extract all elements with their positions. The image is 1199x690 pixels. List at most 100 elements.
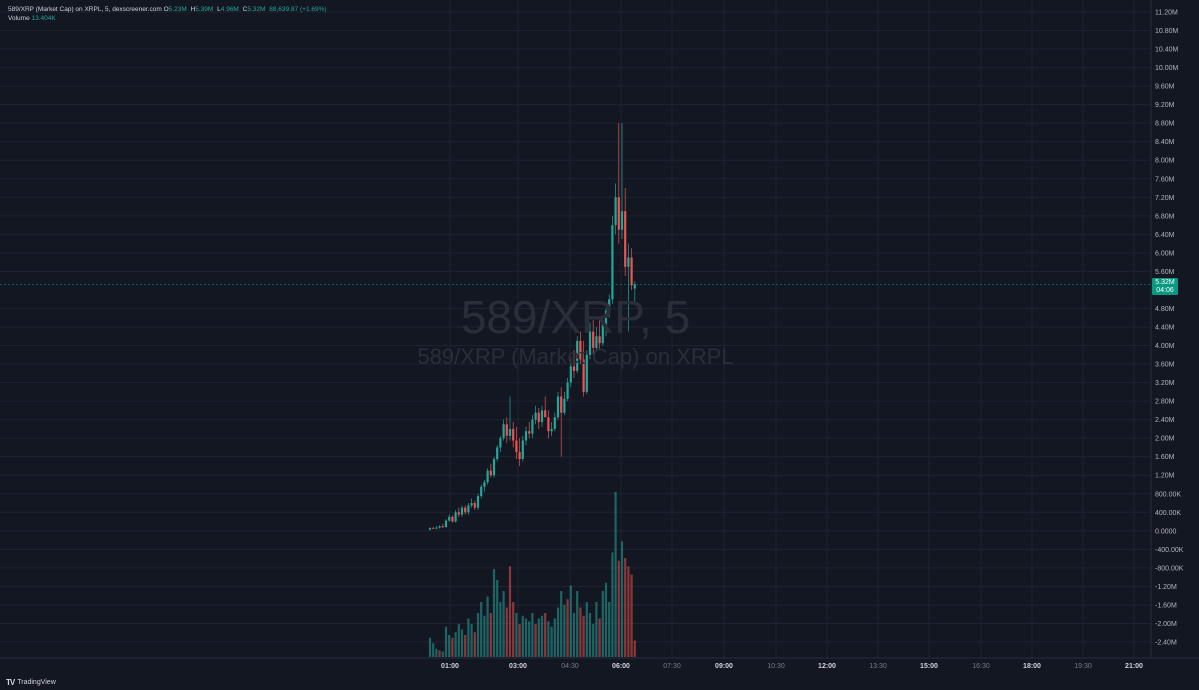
volume-bar (547, 621, 550, 657)
candle-body (595, 336, 598, 348)
legend-ohlc-row: 589/XRP (Market Cap) on XRPL, 5, dexscre… (8, 5, 329, 14)
volume-bar (518, 624, 521, 657)
candle-body (617, 197, 620, 230)
volume-bar (633, 640, 636, 657)
time-tick-label: 18:00 (1023, 663, 1041, 670)
candle-body (633, 284, 636, 289)
volume-bar (537, 618, 540, 657)
volume-bar (630, 574, 633, 657)
volume-bar (467, 618, 470, 657)
time-tick-label: 03:00 (509, 663, 527, 670)
candle-body (476, 496, 480, 508)
candle-body (448, 516, 451, 521)
volume-bar (627, 566, 630, 657)
volume-bar (457, 624, 460, 657)
candle-body (572, 366, 576, 372)
price-tick-label: 1.60M (1155, 454, 1175, 461)
volume-bar (515, 613, 518, 657)
volume-bar (572, 613, 576, 657)
legend-change: 88,639.87 (+1.69%) (269, 6, 327, 13)
candle-body (451, 516, 454, 522)
legend-symbol[interactable]: 589/XRP (Market Cap) on XRPL, 5, dexscre… (8, 6, 162, 13)
volume-bar (608, 602, 611, 657)
bar-countdown: 04:06 (1156, 287, 1174, 295)
candle-body (582, 359, 585, 392)
tradingview-logo[interactable]: TV TradingView (6, 678, 56, 687)
candle-layer (428, 123, 636, 531)
volume-bar (496, 580, 499, 657)
candle-body (579, 340, 582, 360)
candle-body (601, 324, 604, 344)
candle-body (563, 398, 566, 413)
volume-bar (435, 648, 438, 657)
volume-bar (604, 582, 608, 657)
legend-volume-label[interactable]: Volume (8, 15, 30, 22)
candle-body (624, 211, 627, 267)
time-tick-label: 10:30 (767, 663, 785, 670)
candle-body (620, 211, 624, 230)
candle-body (550, 428, 553, 432)
candle-body (492, 459, 496, 476)
volume-bar (598, 618, 601, 657)
candle-body (585, 354, 588, 392)
candle-body (489, 470, 492, 476)
candle-body (435, 527, 438, 529)
price-tick-label: 4.80M (1155, 306, 1175, 313)
volume-bar (438, 650, 441, 657)
legend-open-label: O (163, 6, 169, 13)
candle-body (627, 257, 630, 267)
volume-bar (483, 615, 486, 657)
candle-body (592, 331, 595, 348)
candle-body (428, 528, 432, 530)
price-tick-label: 3.60M (1155, 362, 1175, 369)
volume-bar (601, 591, 604, 657)
price-axis[interactable]: 11.20M 10.80M 10.40M 10.00M 9.60M 9.20M 8.80M 8… (1155, 10, 1184, 647)
candle-body (611, 225, 614, 300)
volume-bar (448, 635, 451, 657)
volume-bar (432, 643, 435, 657)
candle-body (460, 507, 464, 515)
volume-bar (480, 602, 483, 657)
candle-body (438, 526, 441, 528)
price-tick-label: 8.40M (1155, 139, 1175, 146)
volume-bar (611, 552, 614, 657)
legend-low-label: L (217, 6, 221, 13)
volume-bar (441, 651, 444, 657)
volume-bar (476, 613, 480, 657)
time-tick-label: 07:30 (663, 663, 681, 670)
price-tick-label: 4.00M (1155, 343, 1175, 350)
time-tick-label: 19:30 (1074, 663, 1092, 670)
candle-body (521, 440, 524, 460)
candle-body (614, 197, 617, 226)
price-tick-label: 3.20M (1155, 380, 1175, 387)
candle-body (598, 336, 601, 344)
price-tick-label: 4.40M (1155, 325, 1175, 332)
time-tick-label: 21:00 (1125, 663, 1143, 670)
volume-bar (566, 599, 569, 657)
price-tick-label: 2.80M (1155, 399, 1175, 406)
price-tick-label: 10.80M (1155, 28, 1179, 35)
candle-body (560, 396, 563, 413)
legend-high: 5.39M (195, 6, 214, 13)
tradingview-logo-icon: TV (6, 678, 15, 687)
time-tick-label: 01:00 (441, 663, 459, 670)
candle-body (496, 447, 499, 460)
volume-bar (576, 591, 579, 657)
price-tick-label: 8.00M (1155, 158, 1175, 165)
volume-bar (470, 624, 473, 657)
volume-bar (592, 624, 595, 657)
volume-bar (489, 613, 492, 657)
candle-body (441, 526, 444, 528)
price-tick-label: -2.00M (1155, 621, 1177, 628)
candle-body (470, 503, 473, 506)
time-tick-label: 15:00 (920, 663, 938, 670)
price-tick-label: -800.00K (1155, 565, 1184, 572)
time-axis[interactable]: 01:00 03:00 04:30 06:00 07:30 09:00 10:30 12:00… (441, 663, 1143, 670)
candle-body (457, 512, 460, 515)
volume-bar (464, 635, 467, 657)
price-tick-label: 6.00M (1155, 250, 1175, 257)
candle-body (518, 452, 521, 460)
volume-bar (534, 624, 537, 657)
